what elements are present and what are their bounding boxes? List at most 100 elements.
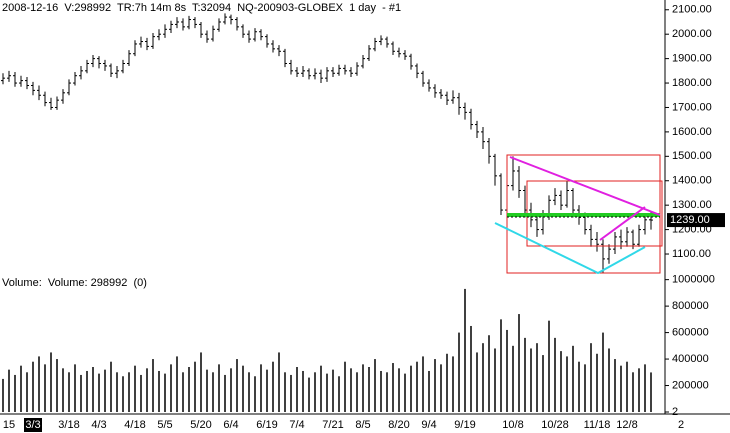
volume-bar xyxy=(98,373,100,412)
volume-bar xyxy=(452,356,454,412)
volume-bar xyxy=(62,368,64,412)
y-tick-label: 1500.00 xyxy=(672,150,712,162)
volume-bar xyxy=(428,370,430,412)
volume-bar xyxy=(446,353,448,412)
volume-bar xyxy=(182,372,184,412)
volume-bar xyxy=(164,373,166,412)
volume-bar xyxy=(368,367,370,412)
volume-bar xyxy=(50,352,52,412)
volume-bar xyxy=(212,372,214,412)
volume-bar xyxy=(188,367,190,412)
x-tick-label: 2 xyxy=(678,419,684,431)
plot-area xyxy=(1,13,653,412)
volume-bar xyxy=(590,343,592,412)
x-tick-label: 4/18 xyxy=(124,419,145,431)
volume-bar xyxy=(602,332,604,412)
volume-bar xyxy=(434,359,436,412)
y2-tick-label: 600000 xyxy=(672,326,709,338)
volume-bar xyxy=(116,372,118,412)
volume-bar xyxy=(380,370,382,412)
volume-bar xyxy=(572,345,574,412)
y-tick-label: 1900.00 xyxy=(672,53,712,65)
y-tick-label: 1600.00 xyxy=(672,126,712,138)
volume-bar xyxy=(278,352,280,412)
volume-bar xyxy=(644,364,646,412)
volume-bar xyxy=(308,377,310,412)
volume-bar xyxy=(8,369,10,412)
volume-bar xyxy=(512,345,514,412)
volume-bar xyxy=(542,355,544,412)
volume-bar xyxy=(518,314,520,412)
volume-bar xyxy=(470,325,472,412)
volume-bar xyxy=(524,337,526,412)
y-tick-label: 1100.00 xyxy=(672,248,711,260)
volume-bar xyxy=(284,372,286,412)
volume-bar xyxy=(536,343,538,412)
volume-bar xyxy=(332,369,334,412)
x-tick-label: 8/20 xyxy=(388,419,409,431)
y-tick-label: 2100.00 xyxy=(672,4,712,16)
volume-bar xyxy=(506,329,508,412)
volume-bar xyxy=(44,364,46,412)
last-price-box xyxy=(667,213,725,228)
x-tick-label: 6/19 xyxy=(256,419,277,431)
x-tick-label: 5/20 xyxy=(190,419,211,431)
y-tick-label: 2000.00 xyxy=(672,28,712,40)
volume-bar xyxy=(638,368,640,412)
volume-bar xyxy=(362,364,364,412)
volume-bar xyxy=(302,370,304,412)
volume-bar xyxy=(458,332,460,412)
volume-bar xyxy=(608,348,610,412)
volume-bar xyxy=(326,373,328,412)
volume-bar xyxy=(566,356,568,412)
volume-bar xyxy=(32,361,34,412)
volume-bar xyxy=(494,348,496,412)
x-tick-label: 5/5 xyxy=(157,419,172,431)
volume-bar xyxy=(482,343,484,412)
y-tick-label: 1400.00 xyxy=(672,175,712,187)
axes: 1100.001200.001300.001400.001500.001600.… xyxy=(3,4,715,432)
volume-bar xyxy=(38,356,40,412)
volume-bar xyxy=(128,372,130,412)
volume-bar xyxy=(176,356,178,412)
volume-bar xyxy=(386,372,388,412)
volume-bar xyxy=(134,365,136,412)
drawings xyxy=(494,154,663,275)
x-tick-label: 8/5 xyxy=(355,419,370,431)
volume-bar xyxy=(272,361,274,412)
volume-bar xyxy=(632,372,634,412)
volume-bar xyxy=(170,364,172,412)
volume-bar xyxy=(614,359,616,412)
volume-bar xyxy=(488,335,490,412)
volume-bar xyxy=(650,372,652,412)
trend-line xyxy=(599,206,646,241)
volume-bar xyxy=(440,364,442,412)
volume-bar xyxy=(416,361,418,412)
volume-bar xyxy=(266,369,268,412)
volume-bar xyxy=(584,364,586,412)
volume-bar xyxy=(392,363,394,412)
volume-bar xyxy=(26,372,28,412)
volume-bar xyxy=(92,367,94,412)
volume-bar xyxy=(422,356,424,412)
volume-bar xyxy=(404,373,406,412)
volume-bar xyxy=(200,352,202,412)
volume-bar xyxy=(122,376,124,412)
volume-bar xyxy=(464,288,466,412)
trend-line xyxy=(509,156,661,216)
volume-bar xyxy=(218,364,220,412)
volume-bar xyxy=(140,374,142,412)
x-tick-label: 12/8 xyxy=(616,419,637,431)
volume-bar xyxy=(620,365,622,412)
volume-bar xyxy=(626,361,628,412)
volume-bar xyxy=(152,359,154,412)
volume-bar xyxy=(2,378,4,412)
volume-bar xyxy=(14,374,16,412)
volume-bar xyxy=(230,368,232,412)
volume-bar xyxy=(314,372,316,412)
y-tick-label: 1800.00 xyxy=(672,77,712,89)
x-tick-label: 15 xyxy=(3,419,15,431)
volume-bar xyxy=(224,374,226,412)
